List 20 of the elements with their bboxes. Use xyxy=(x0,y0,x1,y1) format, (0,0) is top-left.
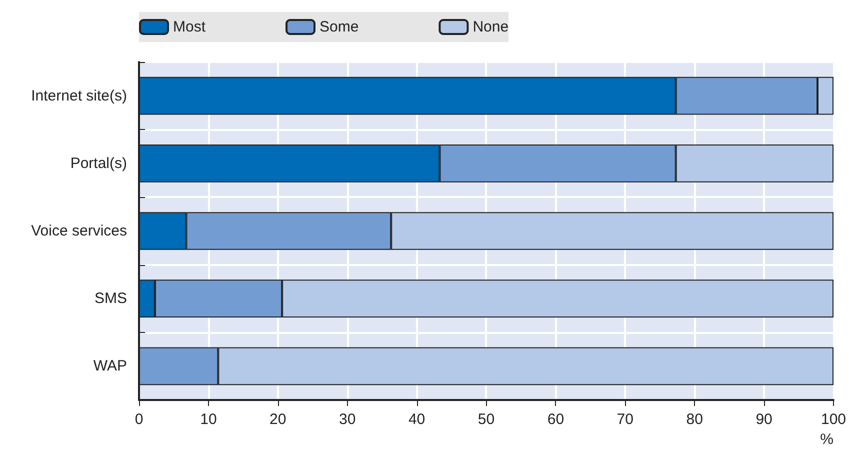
legend-label: None xyxy=(472,18,509,36)
x-tick-label: 0 xyxy=(134,411,144,428)
x-tick-label: 60 xyxy=(547,411,564,428)
x-tick-label: 40 xyxy=(408,411,426,428)
x-tick-label: 20 xyxy=(270,411,286,428)
x-tick-label: 50 xyxy=(478,411,495,428)
x-tick-label: 10 xyxy=(200,411,217,428)
x-tick-label: 90 xyxy=(756,411,772,428)
y-tick-label: Portal(s) xyxy=(70,154,127,172)
x-axis-title: % xyxy=(820,431,834,448)
x-tick-label: 80 xyxy=(686,411,703,428)
x-tick-label: 70 xyxy=(616,411,634,428)
legend-label: Most xyxy=(173,18,206,36)
x-tick-label: 30 xyxy=(339,411,356,428)
y-tick-label: Voice services xyxy=(31,222,127,240)
legend-label: Some xyxy=(320,18,359,36)
x-tick-label: 100 xyxy=(820,411,846,428)
y-tick-label: WAP xyxy=(93,358,127,375)
y-tick-label: SMS xyxy=(94,290,127,308)
y-tick-label: Internet site(s) xyxy=(31,87,127,104)
